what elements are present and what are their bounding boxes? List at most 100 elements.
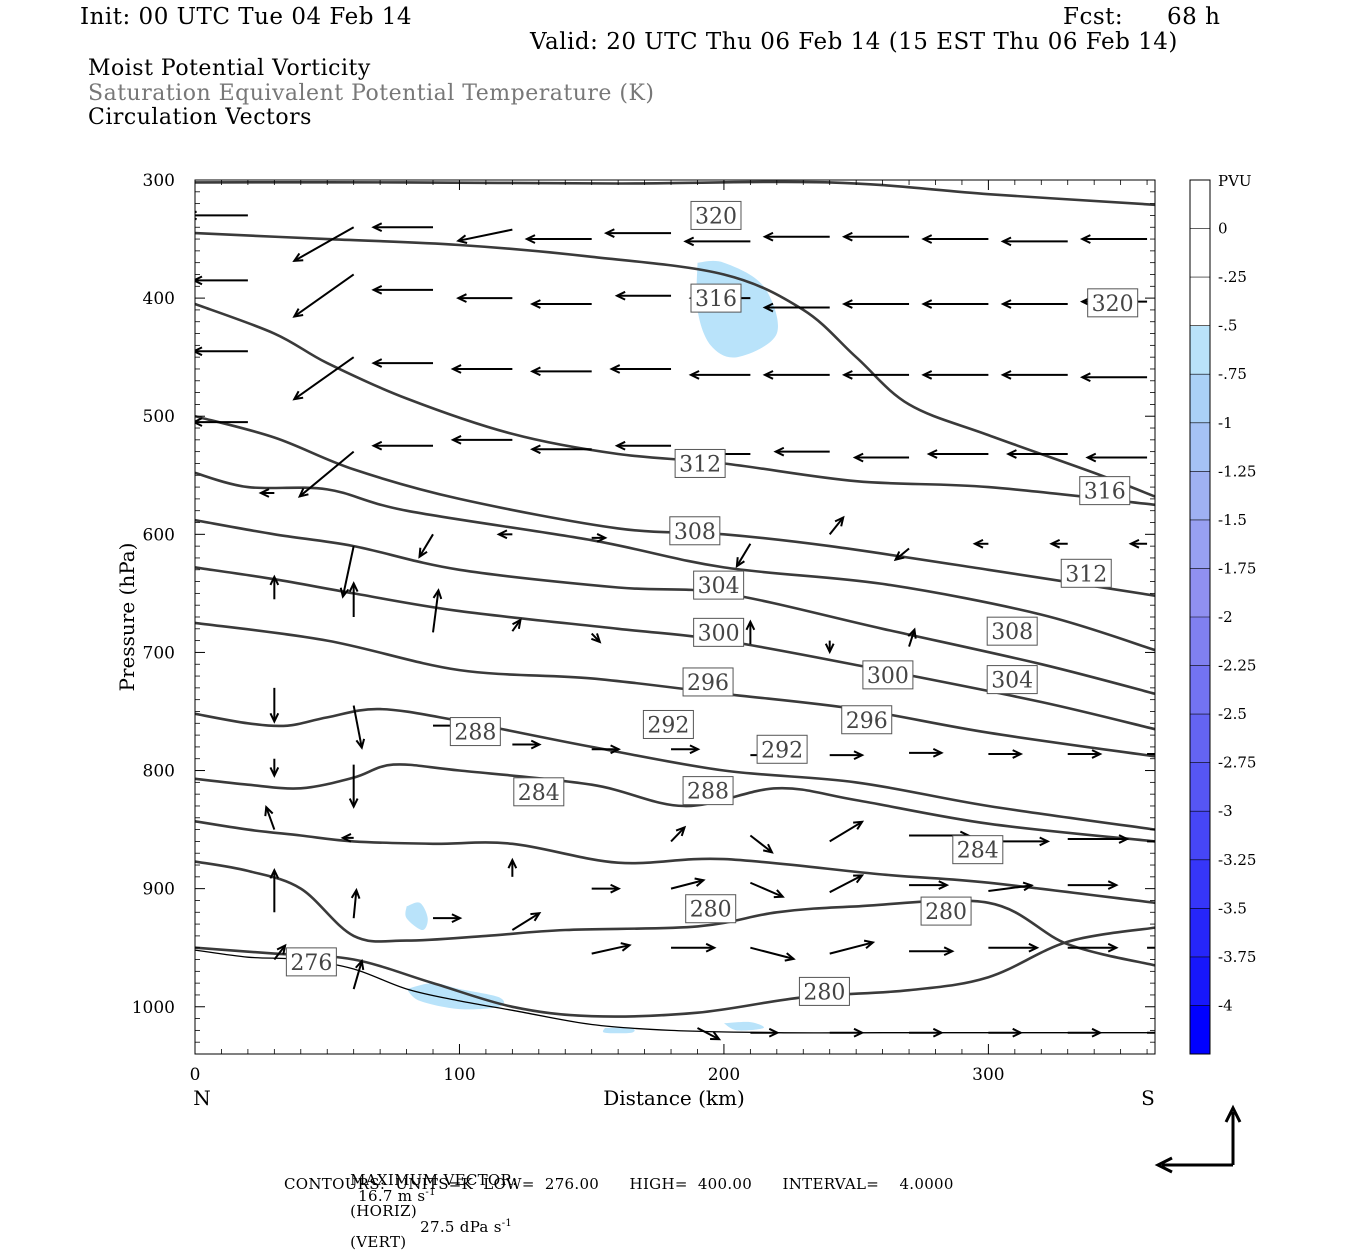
- contour-line-288: [195, 763, 1155, 843]
- vector-shaft: [511, 912, 540, 931]
- colorbar-label: -2.5: [1218, 705, 1247, 723]
- contour-label: 296: [682, 667, 734, 697]
- vector-head: [432, 588, 443, 600]
- vector-head: [705, 942, 717, 953]
- circulation-vector: [1067, 834, 1130, 844]
- circulation-vector: [258, 488, 275, 498]
- vector-head: [683, 236, 695, 247]
- vector-shaft: [352, 705, 363, 748]
- circulation-vector: [1006, 449, 1068, 459]
- contour-label: 300: [862, 660, 914, 690]
- contour-label-box: [449, 717, 501, 747]
- colorbar-segment: [1190, 665, 1210, 715]
- vector-head: [853, 1027, 865, 1038]
- vector-head: [1079, 234, 1091, 244]
- vector-head: [418, 547, 428, 559]
- vector-head: [292, 252, 304, 262]
- vector-head: [371, 285, 383, 295]
- circulation-vector: [591, 883, 621, 894]
- x-tick-label: 200: [708, 1065, 740, 1085]
- circulation-vector: [614, 440, 672, 451]
- contour-label-text: 288: [454, 721, 496, 746]
- vector-shaft: [352, 960, 363, 990]
- colorbar-label: -1.25: [1218, 462, 1256, 480]
- contour-label-text: 316: [1084, 480, 1126, 505]
- contour-label: 316: [690, 283, 742, 313]
- vector-shaft: [293, 226, 355, 262]
- vector-head: [841, 370, 853, 380]
- vector-shaft: [894, 547, 910, 561]
- circulation-vector: [339, 545, 355, 599]
- contour-label-text: 284: [518, 781, 560, 806]
- circulation-vector: [614, 290, 672, 301]
- colorbar-label: -.75: [1218, 365, 1247, 383]
- colorbar-segment: [1190, 568, 1210, 617]
- circulation-vector: [591, 533, 608, 543]
- max-vector-line: MAXIMUM VECTOR: 16.7 m s-1 (HORIZ) 27.5 …: [340, 1158, 517, 1250]
- forecast-hour: 68 h: [1167, 4, 1221, 30]
- circulation-vector: [824, 640, 835, 655]
- contour-label-text: 312: [1065, 562, 1107, 587]
- circulation-vector: [195, 417, 248, 427]
- contour-label-box: [986, 616, 1038, 646]
- vector-head: [350, 887, 361, 899]
- colorbar-segment: [1190, 1005, 1210, 1054]
- contour-label-text: 300: [867, 664, 909, 689]
- field-title-vectors: Circulation Vectors: [88, 105, 312, 130]
- vector-head: [852, 452, 864, 463]
- circulation-vector: [828, 515, 845, 535]
- vector-head: [1118, 834, 1130, 844]
- vector-head: [269, 574, 280, 586]
- y-tick-label: 500: [143, 407, 175, 427]
- vector-shaft: [299, 450, 355, 498]
- colorbar-segment: [1190, 277, 1210, 326]
- vector-head: [524, 234, 536, 244]
- contour-label-box: [642, 709, 694, 739]
- contour-label-box: [674, 448, 726, 478]
- vector-head: [610, 883, 621, 894]
- vector-head: [675, 825, 687, 837]
- circulation-vector: [1000, 370, 1068, 380]
- vector-head: [456, 293, 467, 303]
- vector-shaft: [749, 881, 784, 898]
- contour-label: 280: [920, 896, 972, 926]
- circulation-vector: [350, 887, 361, 919]
- contour-label-box: [756, 734, 808, 764]
- vector-head: [195, 417, 203, 427]
- circulation-vector: [670, 825, 687, 843]
- circulation-vector: [529, 366, 592, 377]
- circulation-vector: [340, 833, 354, 843]
- colorbar-label: -3.75: [1218, 948, 1256, 966]
- circulation-vector: [1147, 1031, 1155, 1034]
- circulation-vector: [269, 574, 280, 600]
- y-tick-label: 600: [143, 525, 175, 545]
- circulation-vector: [511, 911, 542, 931]
- pv-shading-region: [406, 983, 505, 1010]
- circulation-vector: [195, 346, 248, 357]
- vector-shaft: [749, 834, 773, 854]
- circulation-vector: [909, 880, 950, 890]
- vector-shaft: [908, 629, 916, 647]
- circulation-vector: [1085, 452, 1148, 463]
- contour-label-text: 316: [695, 287, 737, 312]
- circulation-vector: [909, 748, 944, 758]
- x-end-label-north: N: [193, 1086, 211, 1110]
- vector-head: [1049, 538, 1061, 549]
- colorbar-label: 0: [1218, 220, 1228, 238]
- circulation-vector: [512, 739, 542, 750]
- circulation-vector: [348, 764, 359, 809]
- vector-shaft: [988, 884, 1032, 893]
- circulation-vector: [456, 293, 513, 303]
- contour-line-304: [195, 518, 1155, 696]
- circulation-vector: [921, 370, 989, 380]
- circulation-vector: [496, 529, 513, 540]
- y-tick-label: 800: [143, 762, 175, 782]
- vector-shaft: [828, 516, 844, 535]
- contour-label: 284: [513, 777, 565, 807]
- vector-shaft: [670, 879, 704, 890]
- colorbar-label: -1: [1218, 414, 1233, 432]
- vector-head: [292, 308, 304, 318]
- contour-label: 280: [685, 894, 737, 924]
- colorbar-label: -.25: [1218, 268, 1247, 286]
- vector-head: [1028, 942, 1040, 953]
